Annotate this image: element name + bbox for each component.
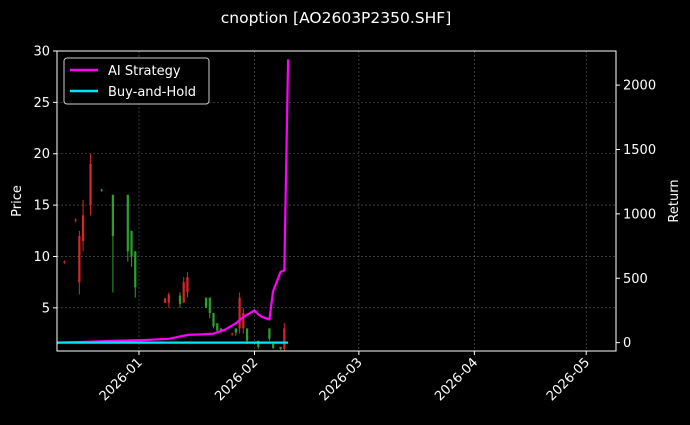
candle-body: [74, 219, 77, 221]
y2-tick-label: 1000: [623, 207, 656, 222]
candle-body: [272, 343, 275, 348]
candle-body: [134, 251, 137, 288]
y2-axis-label: Return: [667, 179, 682, 222]
y-tick-label: 25: [33, 96, 50, 111]
y-tick-label: 20: [33, 147, 50, 162]
right-y-axis: 0 500 1000 1500 2000: [616, 79, 656, 351]
y2-tick-label: 1500: [623, 143, 656, 158]
candle-body: [245, 328, 249, 341]
candle-body: [186, 277, 189, 293]
x-tick-label: 2026-01: [97, 355, 146, 404]
y2-tick-label: 0: [623, 336, 631, 351]
candle-body: [100, 189, 103, 191]
y-axis-label: Price: [10, 185, 25, 217]
legend: AI Strategy Buy-and-Hold: [63, 57, 210, 105]
candle-body: [208, 297, 211, 313]
return-lines: [56, 59, 290, 344]
candle-body: [212, 312, 215, 327]
plot-area-frame: [56, 50, 617, 352]
left-y-axis: 5 10 15 20 25 30: [33, 45, 57, 316]
candle-body: [257, 340, 260, 347]
x-axis: 2026-01 2026-02 2026-03 2026-04 2026-05: [97, 351, 593, 404]
legend-label-ai-strategy: AI Strategy: [108, 64, 181, 79]
candle-body: [63, 261, 66, 263]
candle-body: [279, 346, 282, 349]
y2-tick-label: 2000: [623, 79, 656, 94]
candle-body: [111, 194, 115, 236]
candle-body: [89, 164, 92, 206]
candle-body: [234, 328, 237, 333]
candle-body: [283, 328, 286, 349]
ai-strategy-line: [56, 59, 290, 344]
candlestick-series: [63, 153, 286, 351]
y-tick-label: 15: [33, 199, 50, 214]
candle-body: [126, 194, 129, 252]
candle-body: [167, 294, 170, 303]
chart-title: cnoption [AO2603P2350.SHF]: [221, 9, 452, 27]
candle-body: [78, 235, 81, 283]
candle-body: [268, 328, 271, 339]
candle-body: [130, 230, 133, 257]
candle-body: [231, 333, 234, 335]
candle-body: [242, 312, 245, 329]
y-tick-label: 5: [42, 301, 50, 316]
x-tick-label: 2026-04: [432, 355, 481, 404]
y-tick-label: 30: [33, 45, 50, 60]
x-tick-label: 2026-02: [212, 355, 261, 404]
candle-body: [238, 297, 241, 329]
legend-label-buy-and-hold: Buy-and-Hold: [108, 85, 196, 100]
candle-body: [216, 323, 219, 331]
x-tick-label: 2026-03: [317, 355, 366, 404]
candle-body: [81, 215, 85, 242]
candle-body: [182, 282, 185, 303]
legend-box: [63, 57, 210, 105]
x-tick-label: 2026-05: [544, 355, 593, 404]
candle-body: [204, 297, 208, 308]
candle-body: [178, 295, 182, 304]
y-tick-label: 10: [33, 250, 50, 265]
candle-body: [163, 298, 167, 303]
y2-tick-label: 500: [623, 272, 648, 287]
